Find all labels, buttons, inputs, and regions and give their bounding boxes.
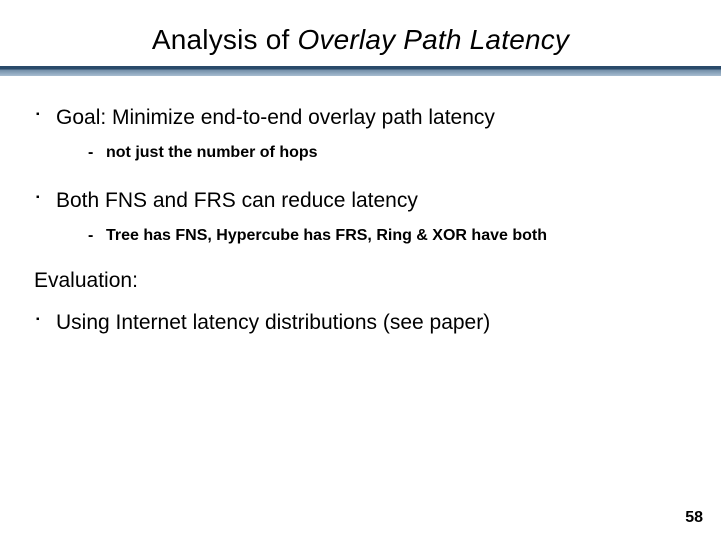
sub-list: not just the number of hops	[56, 142, 687, 164]
slide-title: Analysis of Overlay Path Latency	[152, 24, 569, 56]
page-number: 58	[685, 509, 703, 527]
sub-item: Tree has FNS, Hypercube has FRS, Ring & …	[56, 225, 687, 247]
bullet-item: Both FNS and FRS can reduce latency Tree…	[34, 187, 687, 248]
bullet-item: Goal: Minimize end-to-end overlay path l…	[34, 104, 687, 165]
title-wrap: Analysis of Overlay Path Latency	[0, 0, 721, 56]
content-area: Goal: Minimize end-to-end overlay path l…	[0, 76, 721, 338]
bullet-list-2: Using Internet latency distributions (se…	[34, 309, 687, 337]
title-rule	[0, 66, 721, 76]
bullet-text: Both FNS and FRS can reduce latency	[56, 189, 418, 212]
bullet-item: Using Internet latency distributions (se…	[34, 309, 687, 337]
bullet-list-1: Goal: Minimize end-to-end overlay path l…	[34, 104, 687, 247]
slide: Analysis of Overlay Path Latency Goal: M…	[0, 0, 721, 541]
section-label: Evaluation:	[34, 269, 687, 293]
sub-item: not just the number of hops	[56, 142, 687, 164]
bullet-text: Using Internet latency distributions (se…	[56, 311, 490, 334]
title-prefix: Analysis of	[152, 24, 298, 55]
sub-list: Tree has FNS, Hypercube has FRS, Ring & …	[56, 225, 687, 247]
bullet-text: Goal: Minimize end-to-end overlay path l…	[56, 106, 495, 129]
title-italic: Overlay Path Latency	[297, 24, 569, 55]
